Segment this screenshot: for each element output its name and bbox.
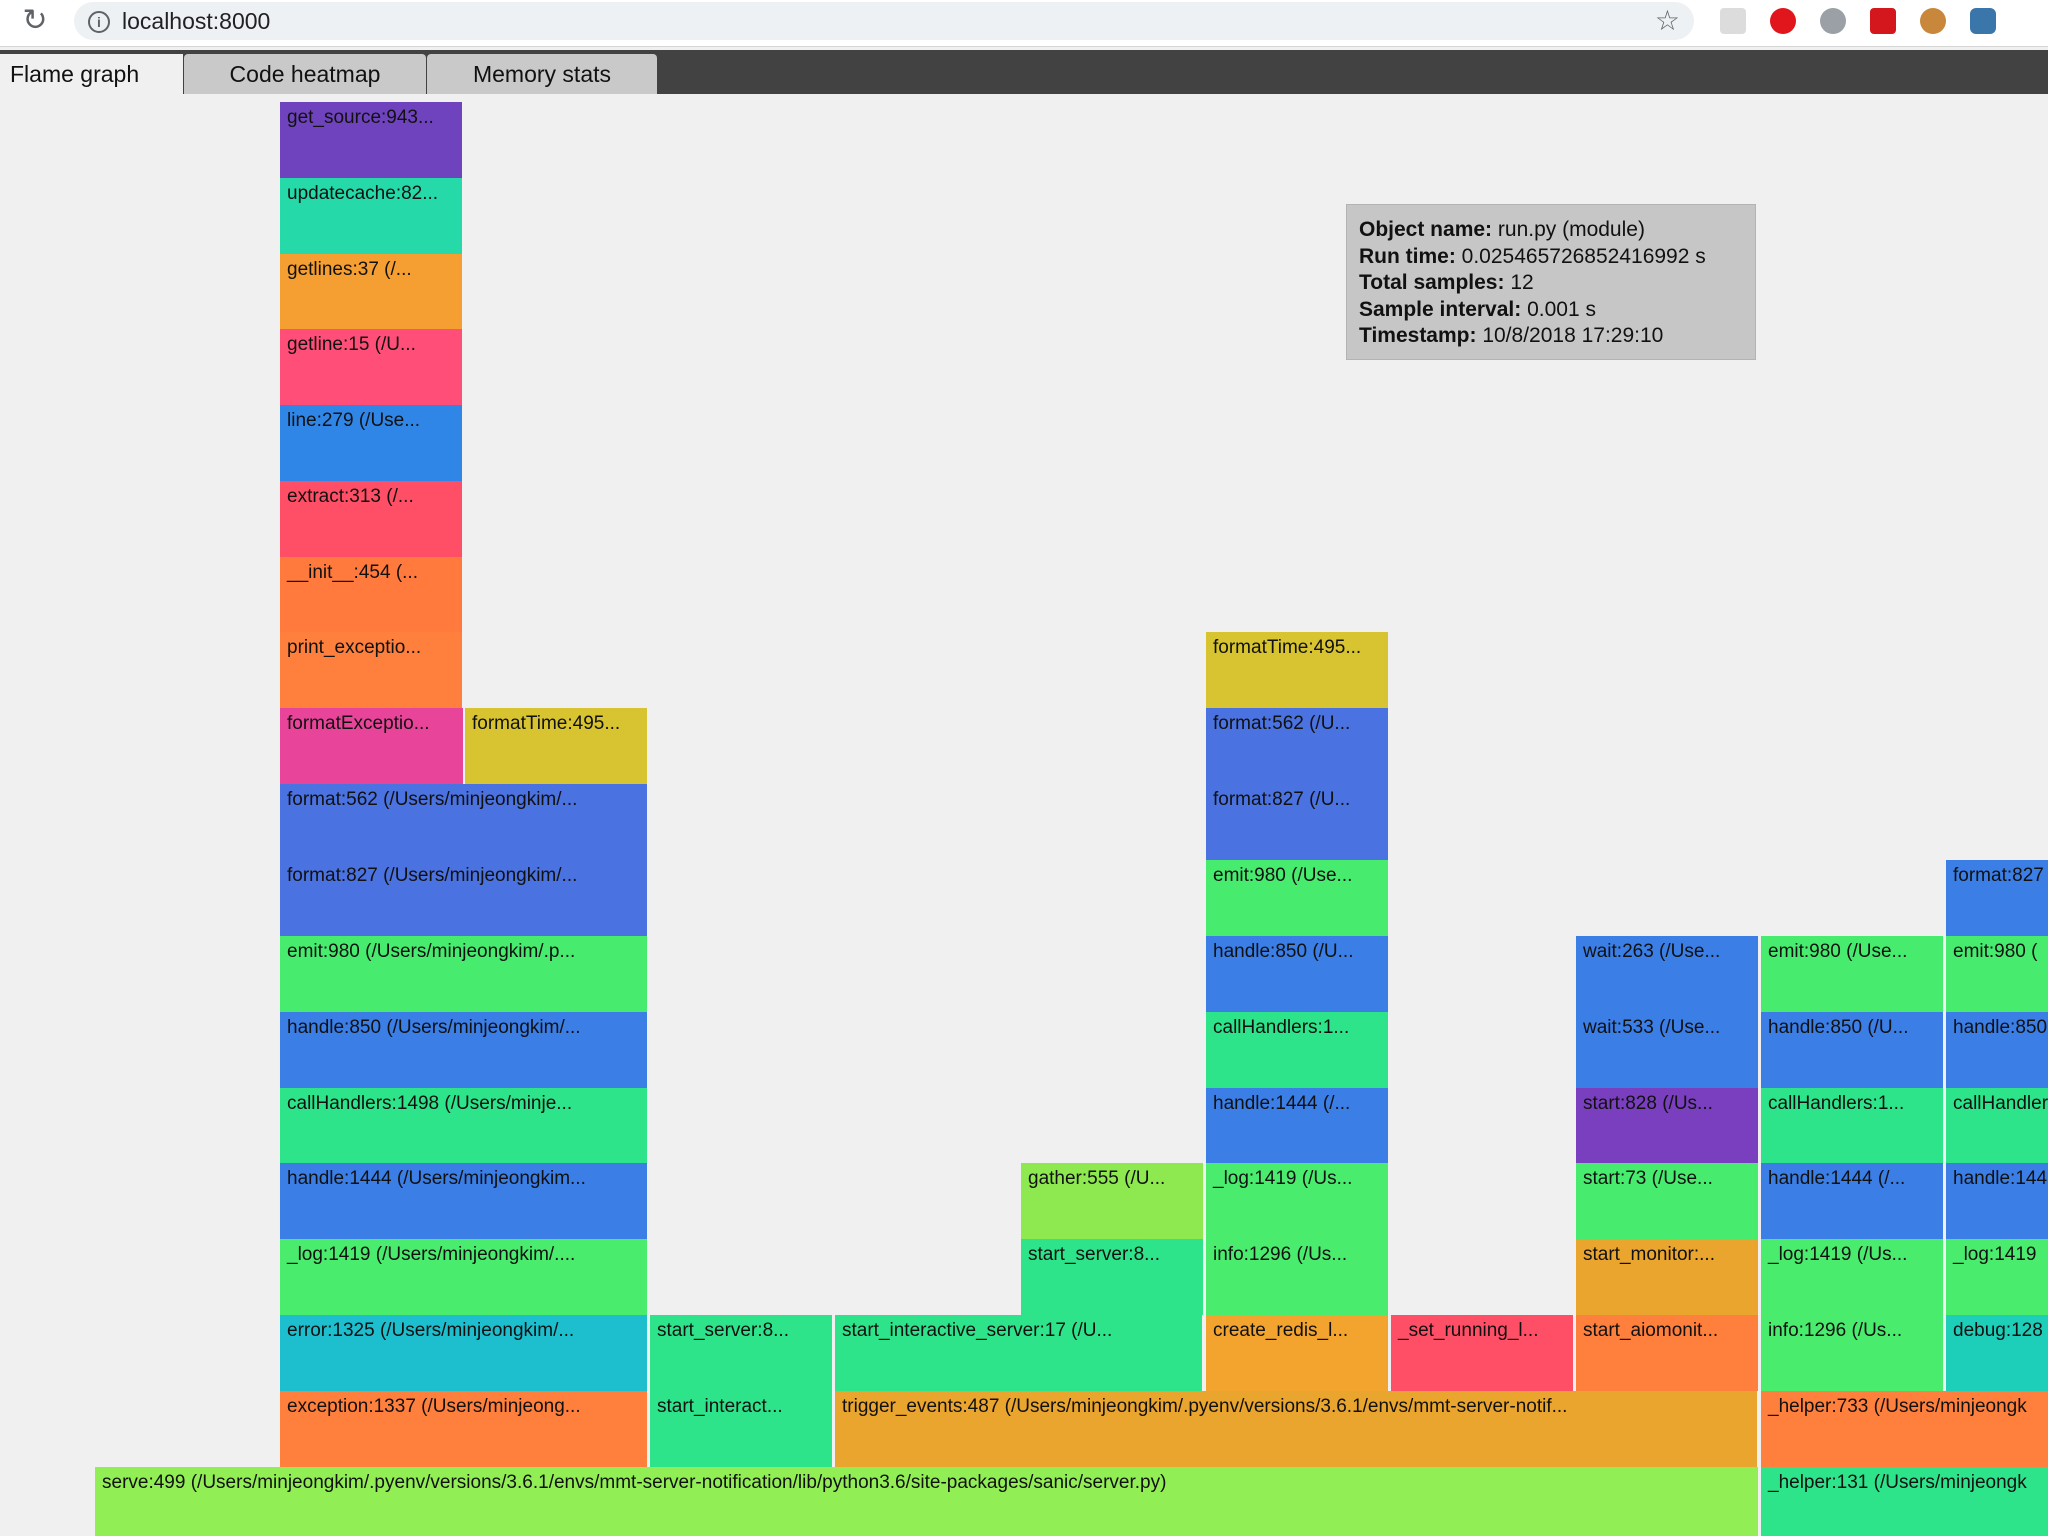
flame-node[interactable]: serve:499 (/Users/minjeongkim/.pyenv/ver… — [95, 1467, 1760, 1536]
flame-node[interactable]: handle:850 — [1946, 1012, 2048, 1088]
tab-flame-graph[interactable]: Flame graph — [0, 54, 183, 94]
flame-graph: get_source:943... updatecache:82... getlin… — [0, 94, 2048, 1536]
flame-node[interactable]: create_redis_l... — [1206, 1315, 1390, 1391]
flame-node[interactable]: _log:1419 (/Users/minjeongkim/.... — [280, 1239, 649, 1315]
red-extension-icon[interactable] — [1870, 8, 1896, 34]
tab-code-heatmap[interactable]: Code heatmap — [184, 54, 426, 94]
flame-node[interactable]: extract:313 (/... — [280, 481, 464, 557]
extension-icon[interactable] — [1720, 8, 1746, 34]
flame-node[interactable]: __init__:454 (... — [280, 557, 464, 633]
tooltip-run-time: Run time: 0.025465726852416992 s — [1359, 244, 1706, 268]
flame-node[interactable]: start_interactive_server:17 (/U... — [835, 1315, 1204, 1391]
tooltip-object-name: Object name: run.py (module) — [1359, 218, 1645, 241]
flame-node[interactable]: _set_running_l... — [1391, 1315, 1575, 1391]
flame-node[interactable]: trigger_events:487 (/Users/minjeongkim/.… — [835, 1391, 1759, 1467]
flame-node[interactable]: updatecache:82... — [280, 178, 464, 254]
browser-toolbar: ↻ i localhost:8000 ☆ — [0, 0, 2048, 47]
flame-node[interactable]: callHandlers — [1946, 1088, 2048, 1164]
tooltip-total-samples: Total samples: 12 — [1359, 271, 1534, 294]
flame-node[interactable]: format:827 — [1946, 860, 2048, 936]
flame-node[interactable]: getlines:37 (/... — [280, 254, 464, 330]
flame-node[interactable]: start_interact... — [650, 1391, 834, 1467]
flame-node[interactable]: _log:1419 (/Us... — [1206, 1163, 1390, 1239]
flame-node[interactable]: start_monitor:... — [1576, 1239, 1760, 1315]
flame-node[interactable]: emit:980 (/Use... — [1206, 860, 1390, 936]
flame-node[interactable]: info:1296 (/Us... — [1206, 1239, 1390, 1315]
flame-node[interactable]: getline:15 (/U... — [280, 329, 464, 405]
flame-node[interactable]: gather:555 (/U... — [1021, 1163, 1205, 1239]
info-icon[interactable]: i — [88, 11, 110, 33]
flame-node[interactable]: callHandlers:1... — [1206, 1012, 1390, 1088]
flame-node[interactable]: handle:144 — [1946, 1163, 2048, 1239]
url-text[interactable]: localhost:8000 — [122, 8, 271, 34]
flame-node[interactable]: _helper:733 (/Users/minjeongk — [1761, 1391, 2048, 1467]
flame-node[interactable]: handle:850 (/Users/minjeongkim/... — [280, 1012, 649, 1088]
flame-node[interactable]: line:279 (/Use... — [280, 405, 464, 481]
flame-node[interactable]: formatTime:495... — [1206, 632, 1390, 708]
opera-icon[interactable] — [1770, 8, 1796, 34]
flame-node[interactable]: _log:1419 (/Us... — [1761, 1239, 1945, 1315]
flame-node[interactable]: callHandlers:1... — [1761, 1088, 1945, 1164]
tooltip-timestamp: Timestamp: 10/8/2018 17:29:10 — [1359, 324, 1664, 347]
flame-node[interactable]: callHandlers:1498 (/Users/minje... — [280, 1088, 649, 1164]
flame-node[interactable]: format:827 (/U... — [1206, 784, 1390, 860]
flame-node[interactable]: info:1296 (/Us... — [1761, 1315, 1945, 1391]
flame-node[interactable]: handle:850 (/U... — [1206, 936, 1390, 1012]
view-tab-bar: Flame graph Code heatmap Memory stats — [0, 50, 2048, 94]
flame-node[interactable]: _helper:131 (/Users/minjeongk — [1761, 1467, 2048, 1536]
flame-node[interactable]: formatExceptio... — [280, 708, 465, 784]
flame-node[interactable]: emit:980 (/Use... — [1761, 936, 1945, 1012]
flame-node[interactable]: wait:263 (/Use... — [1576, 936, 1760, 1012]
flame-node[interactable]: start_server:8... — [1021, 1239, 1205, 1315]
flame-node[interactable]: start:828 (/Us... — [1576, 1088, 1760, 1164]
network-icon[interactable] — [1820, 8, 1846, 34]
tab-memory-stats[interactable]: Memory stats — [427, 54, 657, 94]
bookmark-star-icon[interactable]: ☆ — [1654, 5, 1680, 36]
flame-node[interactable]: formatTime:495... — [465, 708, 649, 784]
flame-node[interactable]: format:562 (/Users/minjeongkim/... — [280, 784, 649, 860]
flame-node[interactable]: _log:1419 — [1946, 1239, 2048, 1315]
tooltip-sample-interval: Sample interval: 0.001 s — [1359, 297, 1596, 321]
flame-node[interactable]: handle:1444 (/... — [1761, 1163, 1945, 1239]
cookie-icon[interactable] — [1920, 8, 1946, 34]
flame-node[interactable]: handle:850 (/U... — [1761, 1012, 1945, 1088]
flame-node[interactable]: start_server:8... — [650, 1315, 834, 1391]
flame-node[interactable]: emit:980 (/Users/minjeongkim/.p... — [280, 936, 649, 1012]
flame-node[interactable]: start:73 (/Use... — [1576, 1163, 1760, 1239]
flame-node[interactable]: error:1325 (/Users/minjeongkim/... — [280, 1315, 649, 1391]
flame-node[interactable]: handle:1444 (/... — [1206, 1088, 1390, 1164]
flame-node[interactable]: wait:533 (/Use... — [1576, 1012, 1760, 1088]
flame-node[interactable]: get_source:943... — [280, 102, 464, 178]
flame-node[interactable]: format:827 (/Users/minjeongkim/... — [280, 860, 649, 936]
python-icon[interactable] — [1970, 8, 1996, 34]
flame-node[interactable]: format:562 (/U... — [1206, 708, 1390, 784]
flame-node[interactable]: start_aiomonit... — [1576, 1315, 1760, 1391]
flame-node[interactable]: debug:128 — [1946, 1315, 2048, 1391]
address-bar[interactable]: i localhost:8000 ☆ — [74, 2, 1694, 40]
flame-node[interactable]: print_exceptio... — [280, 632, 464, 708]
flame-node[interactable]: exception:1337 (/Users/minjeong... — [280, 1391, 649, 1467]
reload-icon[interactable]: ↻ — [22, 4, 48, 37]
node-info-tooltip: Object name: run.py (module) Run time: 0… — [1346, 204, 1756, 360]
flame-node[interactable]: emit:980 ( — [1946, 936, 2048, 1012]
flame-node[interactable]: handle:1444 (/Users/minjeongkim... — [280, 1163, 649, 1239]
